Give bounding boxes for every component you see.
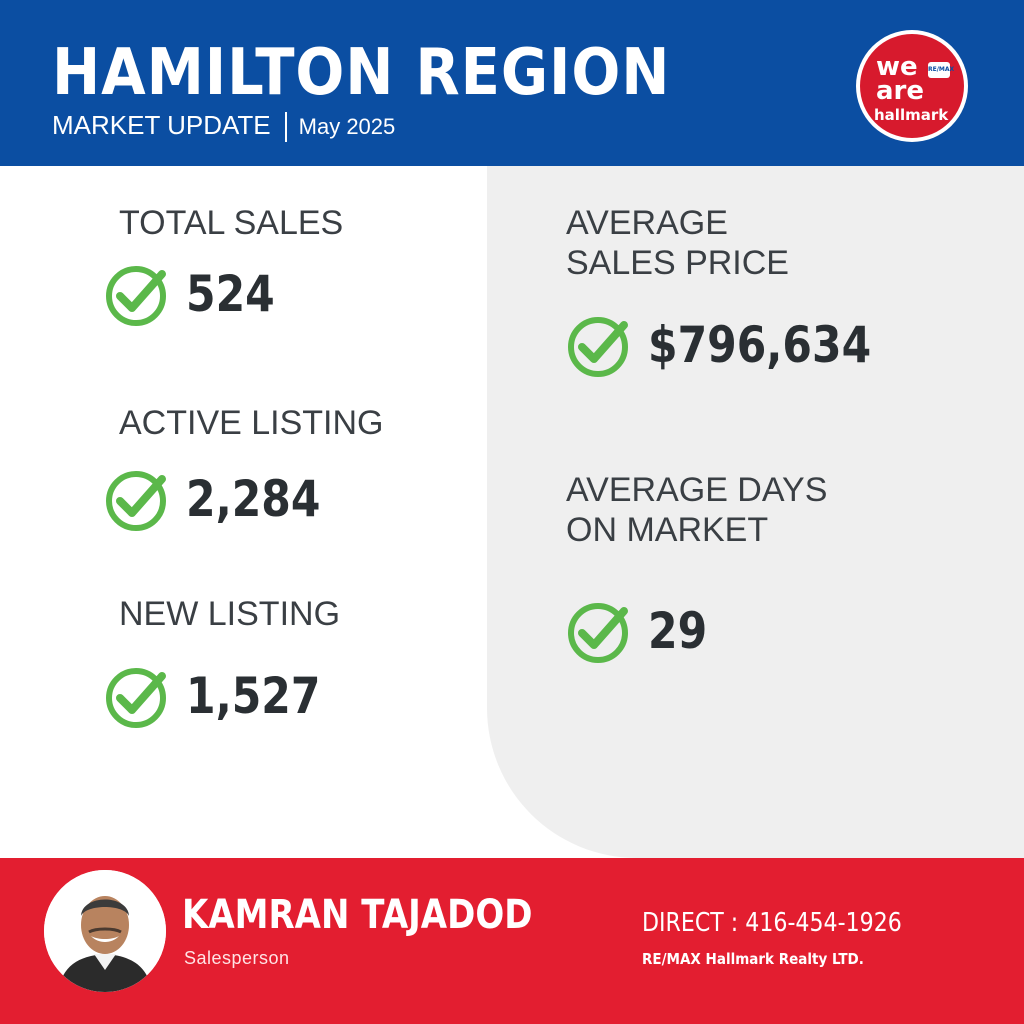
stat-label-avg-price: AVERAGE SALES PRICE	[566, 204, 789, 282]
stat-value-active-listing: 2,284	[186, 470, 321, 528]
check-circle-icon	[568, 603, 628, 663]
stat-label-avg-days: AVERAGE DAYS ON MARKET	[566, 471, 828, 549]
stat-value-new-listing: 1,527	[186, 667, 321, 725]
agent-role: Salesperson	[184, 948, 290, 968]
stat-value-total-sales: 524	[186, 265, 275, 323]
subtitle-text: MARKET UPDATE	[52, 110, 271, 140]
brand-logo: we are hallmark RE/MAX	[856, 30, 968, 142]
stat-value-avg-days: 29	[648, 602, 708, 660]
check-circle-icon	[106, 266, 166, 326]
agent-photo	[44, 870, 166, 992]
check-circle-icon	[568, 317, 628, 377]
agent-company: RE/MAX Hallmark Realty LTD.	[642, 950, 864, 968]
logo-word-1: we	[876, 52, 918, 82]
logo-badge: RE/MAX	[928, 62, 955, 78]
logo-circle: we are hallmark RE/MAX	[860, 34, 964, 138]
header-banner	[0, 0, 1024, 166]
avatar	[44, 870, 166, 992]
stat-value-avg-price: $796,634	[648, 316, 872, 374]
page-subtitle: MARKET UPDATE May 2025	[52, 110, 396, 143]
footer-banner	[0, 858, 1024, 1024]
stat-label-total-sales: TOTAL SALES	[119, 204, 344, 242]
agent-name: KAMRAN TAJADOD	[182, 892, 533, 938]
stat-label-active-listing: ACTIVE LISTING	[119, 404, 384, 442]
logo-word-3: hallmark	[874, 106, 949, 124]
subtitle-date: May 2025	[298, 114, 396, 139]
subtitle-divider	[284, 112, 287, 143]
check-circle-icon	[106, 471, 166, 531]
check-circle-icon	[106, 668, 166, 728]
logo-badge-text: RE/MAX	[928, 66, 955, 73]
logo-word-2: are	[876, 76, 925, 106]
stat-label-new-listing: NEW LISTING	[119, 595, 341, 633]
agent-phone[interactable]: DIRECT : 416-454-1926	[642, 908, 902, 938]
page-title: HAMILTON REGION	[52, 36, 671, 110]
right-panel	[487, 166, 1024, 858]
